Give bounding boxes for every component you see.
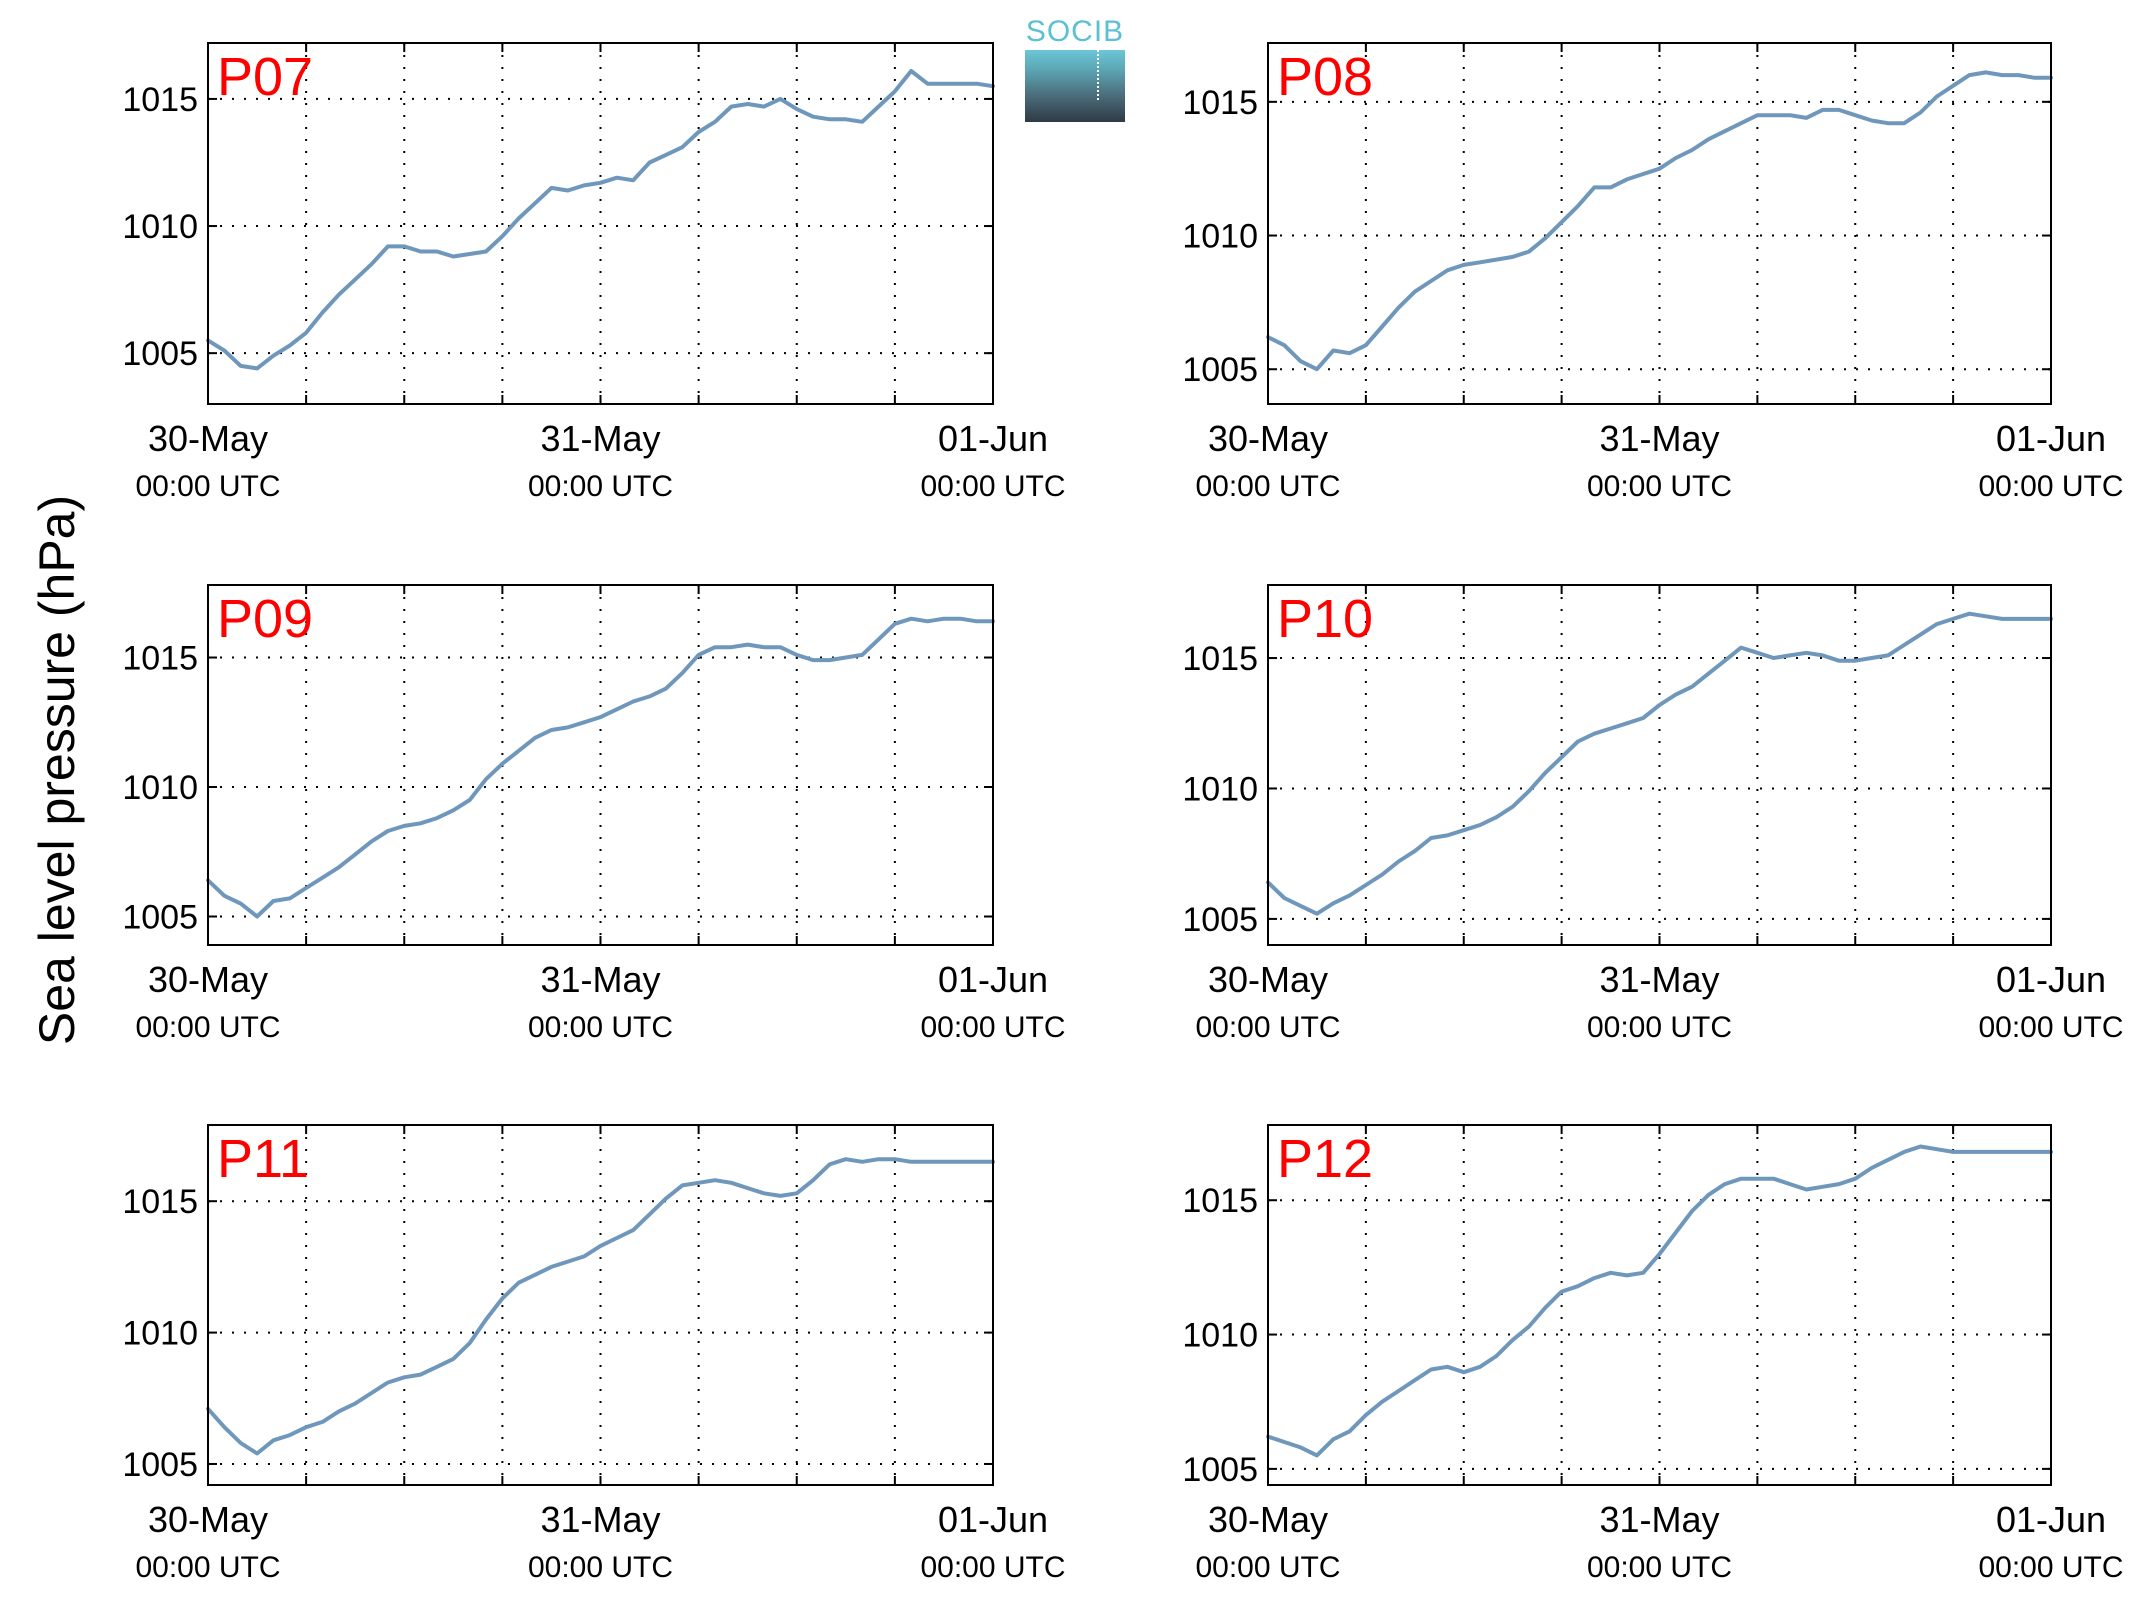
x-tick-label-date: 01-Jun: [938, 1499, 1048, 1540]
pressure-line-p10: [1266, 611, 2053, 916]
x-tick-label-date: 30-May: [1208, 959, 1328, 1000]
y-tick-label: 1005: [1182, 1451, 1258, 1489]
station-label: P11: [217, 1129, 309, 1189]
pressure-line-p12: [1266, 1144, 2053, 1458]
y-tick-label: 1010: [122, 769, 198, 807]
x-tick-label-date: 01-Jun: [1996, 959, 2106, 1000]
x-tick-label-time: 00:00 UTC: [1978, 1011, 2123, 1044]
y-axis-label-text: Sea level pressure (hPa): [29, 494, 85, 1046]
y-tick-label: 1005: [122, 335, 198, 373]
x-tick-label-time: 00:00 UTC: [920, 1011, 1065, 1044]
panel-p07: 1005 1010 1015 30-May 00:00 UTC 31-May 00:00 U…: [122, 42, 1066, 503]
station-label: P08: [1277, 47, 1373, 107]
x-tick-label-date: 31-May: [1599, 1499, 1719, 1540]
x-tick-label-date: 01-Jun: [938, 959, 1048, 1000]
panel-p08: 1005 1010 1015 30-May 00:00 UTC 31-May 00:00 U…: [1182, 42, 2124, 503]
y-tick-label: 1005: [1182, 901, 1258, 939]
axes-frame: [207, 42, 994, 405]
y-tick-label: 1015: [122, 81, 198, 119]
x-tick-label-time: 00:00 UTC: [920, 1551, 1065, 1584]
y-tick-label: 1005: [1182, 351, 1258, 389]
y-tick-label: 1010: [1182, 1317, 1258, 1355]
x-tick-label-date: 31-May: [540, 1499, 660, 1540]
y-tick-label: 1010: [122, 208, 198, 246]
panel-p11: 1005 1010 1015 30-May 00:00 UTC 31-May 00:00 U…: [122, 1124, 1066, 1584]
pressure-line-p08: [1266, 70, 2053, 372]
x-tick-label-date: 01-Jun: [1996, 1499, 2106, 1540]
station-label: P07: [217, 47, 313, 107]
x-tick-label-date: 01-Jun: [1996, 418, 2106, 459]
pressure-line-p11: [206, 1157, 995, 1456]
x-tick-label-date: 01-Jun: [938, 418, 1048, 459]
x-tick-label-time: 00:00 UTC: [528, 1011, 673, 1044]
x-tick-label-time: 00:00 UTC: [1195, 1551, 1340, 1584]
y-tick-label: 1010: [122, 1315, 198, 1353]
x-tick-label-time: 00:00 UTC: [528, 1551, 673, 1584]
socib-logo-mast: [1097, 50, 1099, 100]
x-tick-label-time: 00:00 UTC: [135, 470, 280, 503]
panel-p09: 1005 1010 1015 30-May 00:00 UTC 31-May 00:00 U…: [122, 584, 1066, 1044]
station-label: P09: [217, 589, 313, 649]
pressure-line-p07: [206, 69, 995, 371]
x-tick-label-date: 30-May: [1208, 418, 1328, 459]
axes-frame: [1267, 1124, 2052, 1486]
y-tick-label: 1015: [122, 640, 198, 678]
x-tick-label-time: 00:00 UTC: [1587, 1551, 1732, 1584]
y-axis-label: Sea level pressure (hPa): [0, 0, 120, 1608]
x-tick-label-time: 00:00 UTC: [920, 470, 1065, 503]
axes-frame: [1267, 42, 2052, 405]
x-tick-label-time: 00:00 UTC: [135, 1011, 280, 1044]
x-tick-label-time: 00:00 UTC: [1195, 470, 1340, 503]
y-tick-label: 1015: [1182, 1182, 1258, 1220]
panel-p10: 1005 1010 1015 30-May 00:00 UTC 31-May 00:00 U…: [1182, 584, 2124, 1044]
x-tick-label-date: 31-May: [540, 959, 660, 1000]
y-tick-label: 1015: [1182, 84, 1258, 122]
socib-logo-mark: [1025, 50, 1125, 122]
y-tick-label: 1010: [1182, 218, 1258, 256]
x-tick-label-date: 30-May: [148, 1499, 268, 1540]
axes-frame: [207, 1124, 994, 1486]
axes-frame: [1267, 584, 2052, 946]
socib-logo: SOCIB: [1025, 14, 1125, 122]
x-tick-label-date: 31-May: [1599, 959, 1719, 1000]
x-tick-label-time: 00:00 UTC: [1195, 1011, 1340, 1044]
x-tick-label-time: 00:00 UTC: [1587, 470, 1732, 503]
y-tick-label: 1005: [122, 899, 198, 937]
x-tick-label-time: 00:00 UTC: [135, 1551, 280, 1584]
x-tick-label-time: 00:00 UTC: [528, 470, 673, 503]
x-tick-label-date: 31-May: [540, 418, 660, 459]
y-tick-label: 1010: [1182, 770, 1258, 808]
station-label: P12: [1277, 1129, 1373, 1189]
x-tick-label-date: 31-May: [1599, 418, 1719, 459]
x-tick-label-date: 30-May: [148, 959, 268, 1000]
x-tick-label-date: 30-May: [148, 418, 268, 459]
pressure-line-p09: [206, 616, 995, 919]
y-tick-label: 1015: [122, 1183, 198, 1221]
station-label: P10: [1277, 589, 1373, 649]
x-tick-label-date: 30-May: [1208, 1499, 1328, 1540]
x-tick-label-time: 00:00 UTC: [1587, 1011, 1732, 1044]
x-tick-label-time: 00:00 UTC: [1978, 470, 2123, 503]
x-tick-label-time: 00:00 UTC: [1978, 1551, 2123, 1584]
y-tick-label: 1015: [1182, 640, 1258, 678]
socib-logo-text: SOCIB: [1025, 15, 1125, 48]
axes-frame: [207, 584, 994, 946]
y-tick-label: 1005: [122, 1446, 198, 1484]
panel-p12: 1005 1010 1015 30-May 00:00 UTC 31-May 00:00 U…: [1182, 1124, 2124, 1584]
